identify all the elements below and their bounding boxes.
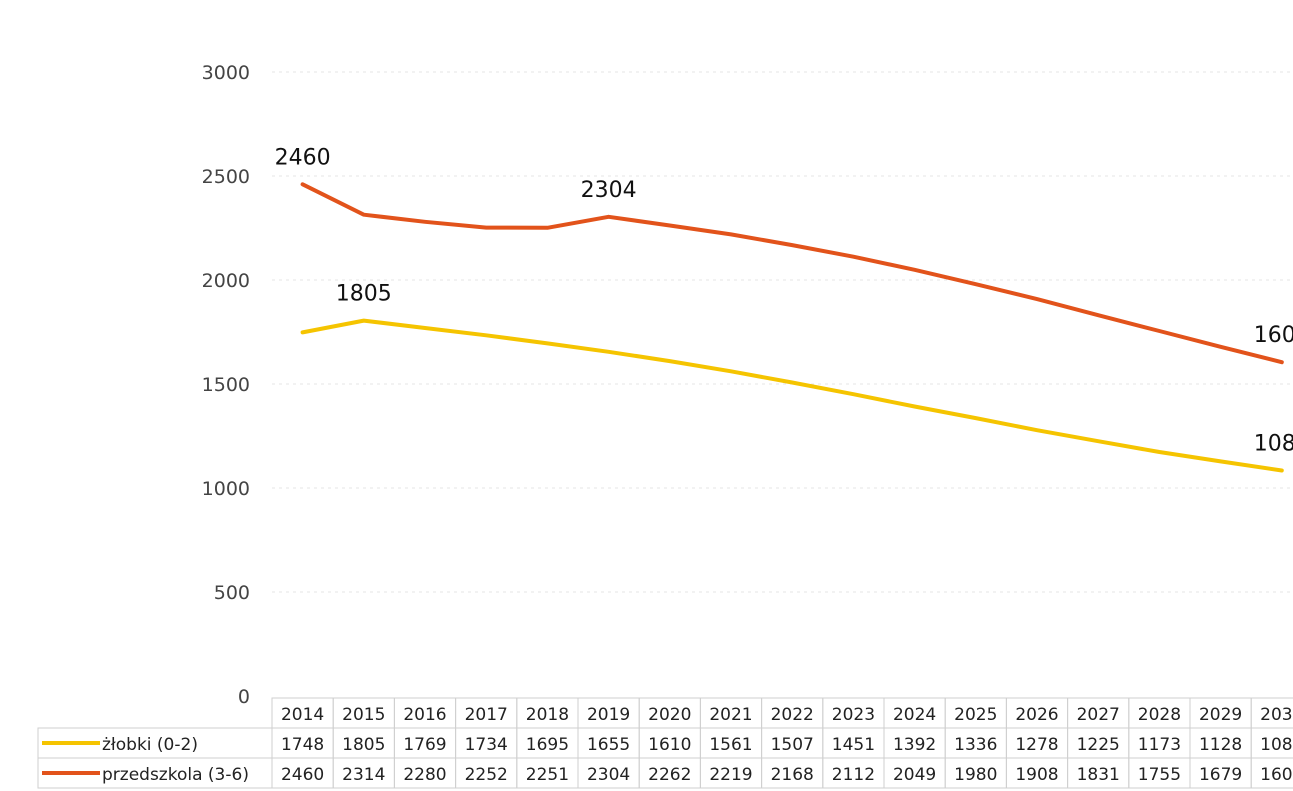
data-labels: 1805 1084 2460 2304 1605 [275, 145, 1293, 456]
x-tick-label-2014: 2014 [281, 705, 324, 725]
table-value-zlobki-0-2-2022: 1507 [771, 735, 814, 755]
x-tick-label-2015: 2015 [342, 705, 385, 725]
table-value-przedszkola-3-6-2014: 2460 [281, 765, 324, 785]
table-value-zlobki-0-2-2018: 1695 [526, 735, 569, 755]
x-tick-label-2029: 2029 [1199, 705, 1242, 725]
table-value-przedszkola-3-6-2020: 2262 [648, 765, 691, 785]
table-value-przedszkola-3-6-2024: 2049 [893, 765, 936, 785]
table-cell [1250, 757, 1293, 789]
x-tick-label-2026: 2026 [1015, 705, 1058, 725]
x-tick-label-2020: 2020 [648, 705, 691, 725]
gridlines [272, 71, 1293, 593]
table-value-zlobki-0-2-2028: 1173 [1138, 735, 1181, 755]
table-value-przedszkola-3-6-2029: 1679 [1199, 765, 1242, 785]
y-tick-label-3000: 3000 [202, 62, 250, 84]
x-tick-label-2018: 2018 [526, 705, 569, 725]
table-value-zlobki-0-2-2024: 1392 [893, 735, 936, 755]
data-label-zlobki-0-2-2015: 1805 [336, 282, 392, 307]
table-value-zlobki-0-2-2016: 1769 [403, 735, 446, 755]
table-value-zlobki-0-2-2027: 1225 [1077, 735, 1120, 755]
table-value-przedszkola-3-6-2026: 1908 [1015, 765, 1058, 785]
data-label-zlobki-0-2-2030: 1084 [1254, 432, 1293, 457]
y-tick-label-2000: 2000 [202, 270, 250, 292]
table-value-zlobki-0-2-2026: 1278 [1015, 735, 1058, 755]
table-value-przedszkola-3-6-2027: 1831 [1077, 765, 1120, 785]
table-value-zlobki-0-2-2030: 1084 [1260, 735, 1293, 755]
table-value-przedszkola-3-6-2022: 2168 [771, 765, 814, 785]
data-label-przedszkola-3-6-2030: 1605 [1254, 323, 1293, 348]
table-value-zlobki-0-2-2029: 1128 [1199, 735, 1242, 755]
table-value-zlobki-0-2-2015: 1805 [342, 735, 385, 755]
y-tick-label-1500: 1500 [202, 374, 250, 396]
x-tick-label-2024: 2024 [893, 705, 936, 725]
y-axis: 0 500 1000 1500 2000 2500 3000 [202, 62, 250, 708]
table-value-przedszkola-3-6-2028: 1755 [1138, 765, 1181, 785]
table-value-przedszkola-3-6-2018: 2251 [526, 765, 569, 785]
y-tick-label-500: 500 [214, 582, 250, 604]
table-value-zlobki-0-2-2023: 1451 [832, 735, 875, 755]
table-value-zlobki-0-2-2019: 1655 [587, 735, 630, 755]
x-tick-label-2021: 2021 [709, 705, 752, 725]
data-table: 2014 2015 2016 2017 2018 2019 2020 2021 2022 2023… [37, 697, 1293, 789]
x-tick-label-2022: 2022 [771, 705, 814, 725]
table-value-przedszkola-3-6-2021: 2219 [709, 765, 752, 785]
table-value-przedszkola-3-6-2017: 2252 [465, 765, 508, 785]
legend-label-przedszkola-3-6: przedszkola (3-6) [102, 765, 249, 785]
y-tick-label-1000: 1000 [202, 478, 250, 500]
table-value-przedszkola-3-6-2030: 1605 [1260, 765, 1293, 785]
x-tick-label-2028: 2028 [1138, 705, 1181, 725]
x-tick-label-2025: 2025 [954, 705, 997, 725]
x-tick-label-2027: 2027 [1077, 705, 1120, 725]
series-line-przedszkola-3-6 [300, 182, 1284, 365]
table-value-przedszkola-3-6-2025: 1980 [954, 765, 997, 785]
x-tick-label-2016: 2016 [403, 705, 446, 725]
data-label-przedszkola-3-6-2019: 2304 [581, 178, 637, 203]
x-tick-label-2019: 2019 [587, 705, 630, 725]
y-tick-label-2500: 2500 [202, 166, 250, 188]
table-value-przedszkola-3-6-2023: 2112 [832, 765, 875, 785]
table-value-przedszkola-3-6-2016: 2280 [403, 765, 446, 785]
table-value-zlobki-0-2-2017: 1734 [465, 735, 508, 755]
data-label-przedszkola-3-6-2014: 2460 [275, 145, 331, 170]
series-line-zlobki-0-2 [300, 318, 1284, 473]
table-value-zlobki-0-2-2014: 1748 [281, 735, 324, 755]
series-lines [300, 182, 1284, 473]
x-tick-label-2017: 2017 [465, 705, 508, 725]
table-value-zlobki-0-2-2021: 1561 [709, 735, 752, 755]
x-tick-label-2023: 2023 [832, 705, 875, 725]
table-value-zlobki-0-2-2025: 1336 [954, 735, 997, 755]
y-tick-label-0: 0 [238, 686, 250, 708]
table-value-przedszkola-3-6-2015: 2314 [342, 765, 385, 785]
table-value-zlobki-0-2-2020: 1610 [648, 735, 691, 755]
x-tick-label-2030: 2030 [1260, 705, 1293, 725]
legend-label-zlobki-0-2: żłobki (0-2) [102, 735, 198, 755]
table-value-przedszkola-3-6-2019: 2304 [587, 765, 630, 785]
